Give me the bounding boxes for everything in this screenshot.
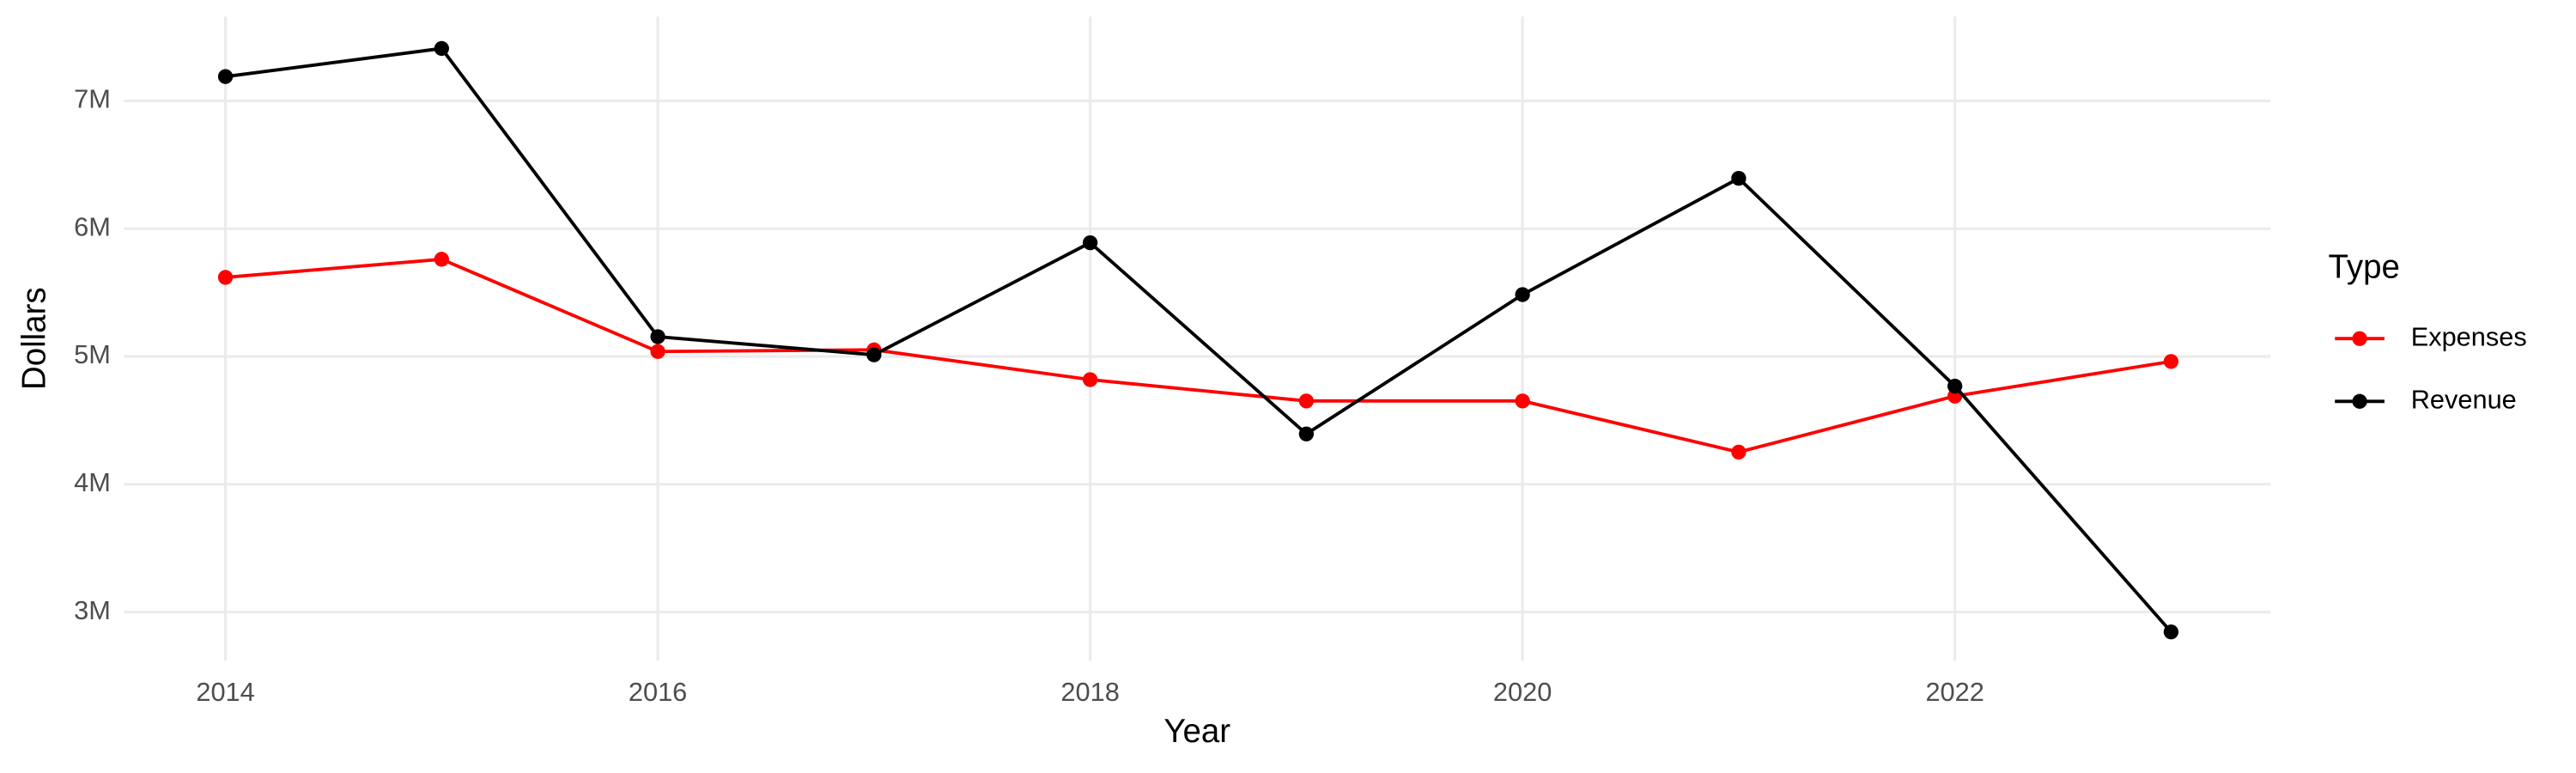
data-point: [1515, 287, 1530, 302]
y-tick-label: 3M: [74, 595, 111, 625]
y-tick-label: 4M: [74, 467, 111, 497]
data-point: [1298, 426, 1315, 441]
data-point: [2163, 624, 2179, 640]
data-point: [650, 344, 665, 359]
data-point: [1731, 170, 1747, 186]
legend-label: Revenue: [2411, 384, 2517, 414]
y-tick-label: 5M: [74, 339, 111, 369]
y-tick-label: 7M: [74, 84, 111, 114]
data-point: [1731, 444, 1747, 460]
series-line: [225, 257, 2172, 454]
y-tick-label: 6M: [74, 211, 111, 241]
legend-label: Expenses: [2411, 321, 2527, 351]
data-point: [1082, 234, 1098, 251]
data-point: [434, 40, 449, 57]
data-point: [217, 69, 234, 84]
legend-key-point: [2352, 331, 2367, 346]
data-point: [217, 270, 234, 285]
x-tick-label: 2018: [1060, 677, 1119, 707]
data-point: [1947, 378, 1963, 394]
y-axis-title: Dollars: [15, 287, 52, 390]
data-point: [1515, 393, 1530, 409]
x-tick-label: 2016: [629, 677, 687, 707]
data-point: [1298, 393, 1315, 409]
x-axis-title: Year: [1163, 713, 1230, 750]
data-point: [1082, 372, 1098, 387]
data-point: [650, 329, 665, 344]
data-point: [2163, 354, 2179, 369]
x-tick-label: 2022: [1925, 677, 1984, 707]
legend-title: Type: [2329, 249, 2400, 286]
series-line: [225, 46, 2172, 634]
x-tick-label: 2014: [196, 677, 254, 707]
x-tick-label: 2020: [1493, 677, 1552, 707]
data-point: [866, 347, 882, 362]
data-point: [434, 252, 449, 267]
legend-key-point: [2352, 393, 2367, 409]
